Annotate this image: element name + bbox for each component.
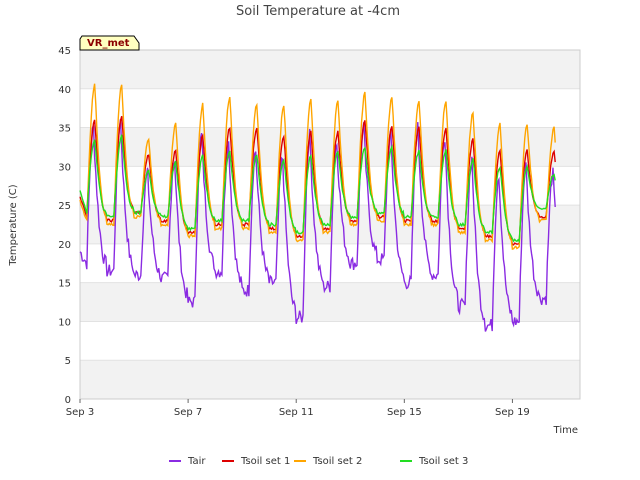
- background-bands: [80, 50, 580, 399]
- x-tick-label: Sep 3: [66, 407, 94, 418]
- y-axis-label: Temperature (C): [8, 184, 19, 266]
- y-tick-label: 35: [58, 124, 71, 135]
- station-label: VR_met: [87, 38, 130, 49]
- legend-label: Tsoil set 1: [240, 456, 290, 467]
- x-axis-label: Time: [553, 425, 578, 436]
- series-line-tsoil-set-2: [79, 83, 556, 250]
- band: [80, 127, 580, 167]
- legend-label: Tsoil set 2: [312, 456, 362, 467]
- x-tick-label: Sep 11: [279, 407, 314, 418]
- y-tick-label: 20: [58, 240, 71, 251]
- y-tick-label: 45: [58, 46, 71, 57]
- y-tick-label: 10: [58, 317, 71, 328]
- series-line-tair: [79, 119, 556, 332]
- legend: Tair Tsoil set 1 Tsoil set 2 Tsoil set 3: [169, 456, 468, 467]
- series-lines: [79, 83, 556, 332]
- y-tick-label: 30: [58, 162, 71, 173]
- legend-label: Tair: [187, 456, 206, 467]
- y-tick-label: 25: [58, 201, 71, 212]
- y-tick-label: 40: [58, 85, 71, 96]
- station-badge: VR_met: [79, 35, 140, 51]
- x-axis-ticks: Sep 3 Sep 7 Sep 11 Sep 15 Sep 19: [66, 399, 530, 418]
- band: [80, 50, 580, 89]
- y-axis-ticks: 0 5 10 15 20 25 30 35 40 45: [58, 46, 71, 406]
- x-tick-label: Sep 7: [174, 407, 202, 418]
- series-line-tsoil-set-3: [79, 134, 556, 244]
- plot-area: [79, 49, 581, 400]
- y-tick-label: 5: [65, 356, 71, 367]
- legend-label: Tsoil set 3: [418, 456, 468, 467]
- x-tick-label: Sep 15: [387, 407, 422, 418]
- x-tick-label: Sep 19: [495, 407, 530, 418]
- chart-title: Soil Temperature at -4cm: [236, 4, 400, 19]
- band: [80, 360, 580, 399]
- y-tick-label: 15: [58, 279, 71, 290]
- y-tick-label: 0: [65, 395, 71, 406]
